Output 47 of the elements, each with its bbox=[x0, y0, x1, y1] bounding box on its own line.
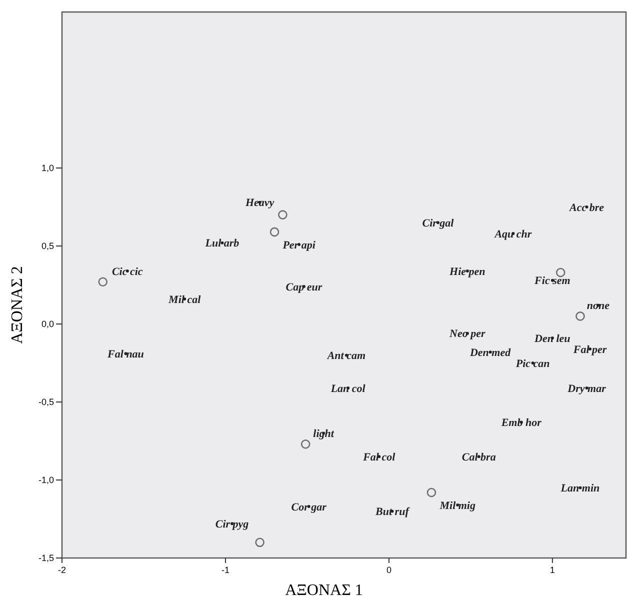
point bbox=[300, 439, 310, 449]
y-tick-label: 1,0 bbox=[41, 163, 54, 174]
x-axis-title: ΑΞΟΝΑΣ 1 bbox=[285, 582, 363, 599]
data-label: Ant cam bbox=[326, 350, 366, 362]
point bbox=[98, 277, 108, 287]
x-tick-label: 1 bbox=[550, 565, 555, 575]
point bbox=[426, 488, 436, 498]
x-tick-label: -1 bbox=[221, 565, 230, 575]
data-label: But ruf bbox=[374, 506, 410, 518]
data-label: light bbox=[313, 428, 335, 440]
data-label: Fal nau bbox=[106, 348, 144, 360]
data-label: Cir gal bbox=[422, 217, 455, 230]
data-label: Cic cic bbox=[112, 266, 143, 278]
data-label: Cap eur bbox=[286, 281, 323, 294]
data-label: Fal col bbox=[362, 451, 396, 464]
y-tick-label: 0,5 bbox=[41, 241, 54, 252]
data-label: Dry mar bbox=[566, 382, 607, 395]
point bbox=[578, 486, 582, 490]
point bbox=[270, 227, 280, 237]
data-label: Lul arb bbox=[204, 238, 240, 250]
data-label: Cal bra bbox=[462, 451, 496, 464]
y-tick-label: 0,0 bbox=[41, 319, 54, 330]
y-tick-label: -1,5 bbox=[38, 553, 54, 564]
data-label: Per api bbox=[282, 239, 316, 252]
data-label: Hie pen bbox=[448, 266, 486, 278]
data-label: Lan min bbox=[560, 482, 600, 495]
data-label: Cir pyg bbox=[215, 518, 250, 531]
data-label: Aqu chr bbox=[494, 228, 532, 240]
y-tick-label: -1,0 bbox=[38, 475, 54, 486]
data-label: Pic can bbox=[516, 358, 550, 370]
point bbox=[255, 538, 264, 548]
data-label: Heavy bbox=[244, 197, 274, 210]
point bbox=[278, 210, 288, 220]
data-label: Acc bre bbox=[568, 202, 604, 214]
data-label: Fal per bbox=[572, 344, 608, 356]
data-label: Fic sem bbox=[534, 275, 571, 288]
y-tick-label: -0,5 bbox=[38, 397, 54, 408]
x-tick-label: 0 bbox=[386, 565, 392, 575]
data-label: Mil mig bbox=[438, 500, 476, 512]
x-tick-label: -2 bbox=[58, 565, 66, 575]
data-label: Den med bbox=[468, 346, 512, 359]
data-label: none bbox=[586, 300, 610, 312]
y-axis-title: ΑΞΟΝΑΣ 2 bbox=[9, 266, 26, 344]
data-label: Cor gar bbox=[291, 501, 328, 514]
data-label: Mil cal bbox=[168, 294, 202, 306]
point bbox=[576, 312, 585, 321]
point bbox=[556, 268, 566, 278]
